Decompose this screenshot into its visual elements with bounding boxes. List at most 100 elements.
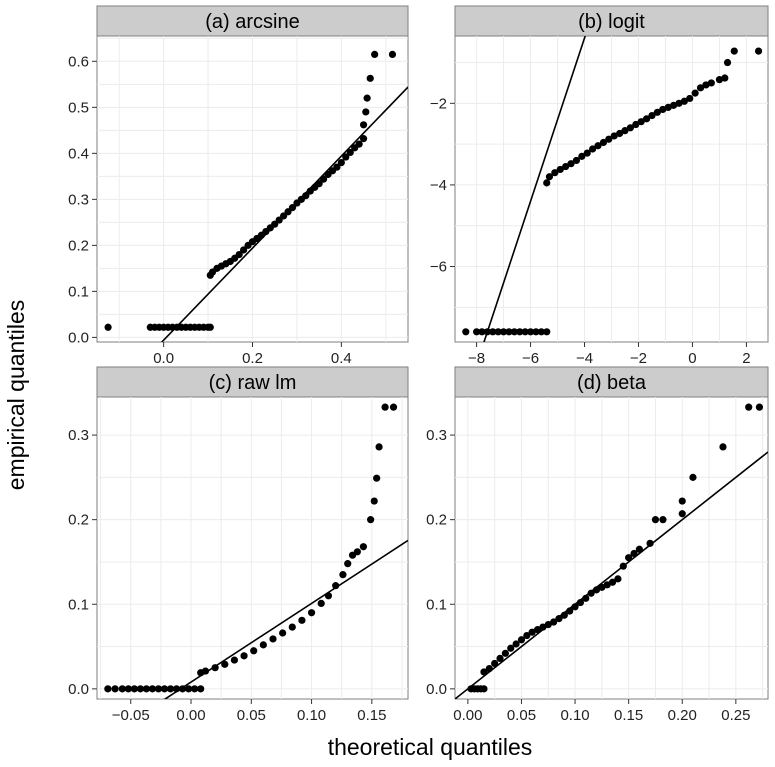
data-point (353, 548, 361, 556)
data-point (221, 660, 229, 668)
reference-line (160, 86, 408, 342)
data-point (526, 328, 535, 336)
x-tick-label: 0.00 (453, 707, 482, 724)
data-layer-arcsine (104, 50, 408, 342)
data-point (104, 685, 112, 693)
data-point (566, 607, 574, 615)
data-point (154, 685, 163, 693)
x-tick-label: 0.4 (331, 350, 352, 367)
data-point (589, 145, 597, 153)
data-point (250, 647, 258, 655)
data-point (678, 497, 686, 505)
data-point (675, 99, 683, 107)
data-point (298, 616, 306, 624)
data-point (615, 129, 624, 138)
data-point (478, 328, 486, 336)
x-tick-label: −0.05 (112, 707, 150, 724)
data-point (505, 328, 513, 336)
data-point (528, 628, 536, 636)
data-point (610, 132, 618, 140)
data-point (642, 115, 651, 123)
data-point (550, 618, 558, 626)
data-point (702, 81, 710, 89)
data-point (516, 328, 524, 336)
data-point (664, 103, 672, 111)
data-point (556, 165, 564, 174)
x-tick-label: −2 (630, 350, 647, 367)
data-point (136, 685, 144, 693)
data-point (632, 120, 640, 129)
data-point (723, 58, 732, 67)
data-point (355, 140, 363, 148)
y-tick-label: 0.2 (68, 512, 89, 529)
data-point (367, 516, 375, 524)
data-point (259, 641, 267, 649)
y-tick-label: 0.1 (68, 596, 89, 613)
data-point (578, 152, 586, 160)
data-point (521, 328, 529, 336)
data-point (344, 560, 352, 568)
data-point (104, 323, 112, 331)
y-axis-title: empirical quantiles (3, 300, 29, 490)
data-point (691, 89, 699, 97)
data-point (371, 50, 379, 59)
strip-beta (454, 366, 769, 398)
data-point (375, 443, 383, 451)
data-point (302, 192, 310, 200)
data-point (366, 74, 374, 82)
data-point (166, 685, 175, 693)
data-point (562, 162, 570, 171)
data-point (359, 135, 368, 143)
data-point (362, 108, 370, 116)
data-point (571, 603, 579, 611)
data-point (572, 156, 581, 165)
data-point (337, 158, 345, 167)
reference-line (455, 451, 768, 699)
data-point (235, 250, 243, 259)
data-point (659, 516, 667, 524)
data-point (696, 84, 705, 92)
data-point (555, 615, 563, 623)
data-point (491, 659, 499, 668)
data-point (370, 497, 378, 505)
strip-logit (454, 5, 769, 37)
facet-panels: (a) arcsine 0.0 0.2 0.4 0.0 0.1 0.2 0.3 0.4 0.5 0.… (68, 5, 769, 724)
panel-beta: (d) beta 0.00 0.05 0.10 0.15 0.20 0.25 0.0 0.1 0.… (426, 366, 769, 724)
data-point (472, 328, 481, 336)
data-point (543, 179, 551, 187)
data-point (669, 101, 678, 109)
strip-arcsine (96, 5, 409, 37)
data-point (191, 685, 199, 693)
data-point (206, 323, 214, 331)
x-tick-label: −4 (576, 350, 593, 367)
data-point (626, 124, 634, 132)
panel-raw-lm: (c) raw lm −0.05 0.00 0.05 0.10 0.15 0.0 0.1 0.2… (68, 366, 409, 724)
y-tick-label: 0.2 (426, 512, 447, 529)
x-tick-label: 0.05 (237, 707, 266, 724)
y-tick-label: −4 (430, 177, 447, 194)
grid-logit (455, 36, 768, 342)
x-tick-label: 0.15 (357, 707, 386, 724)
data-point (501, 649, 509, 657)
data-point (339, 571, 347, 579)
data-point (721, 74, 729, 82)
data-point (507, 644, 515, 652)
data-point (592, 586, 601, 594)
data-point (319, 175, 328, 183)
data-point (317, 599, 325, 608)
data-point (598, 583, 606, 591)
data-point (680, 97, 688, 105)
data-point (211, 664, 219, 672)
data-point (185, 685, 193, 693)
data-point (719, 443, 727, 451)
data-point (587, 589, 595, 597)
panel-title-beta: (d) beta (577, 372, 647, 394)
panel-title-raw-lm: (c) raw lm (209, 372, 297, 394)
data-point (480, 668, 488, 676)
data-point (130, 685, 138, 693)
data-point (359, 121, 368, 129)
data-layer-beta (455, 403, 768, 699)
data-point (499, 328, 508, 336)
data-point (517, 636, 526, 644)
y-tick-label: 0.3 (68, 191, 89, 208)
